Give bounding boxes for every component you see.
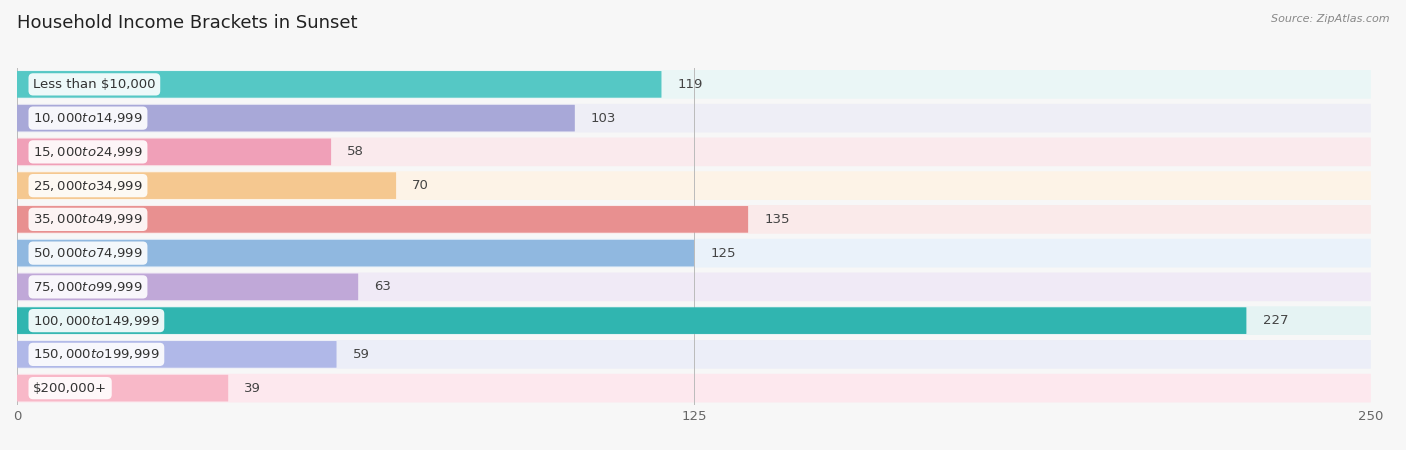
FancyBboxPatch shape (17, 306, 1371, 335)
Text: 63: 63 (374, 280, 391, 293)
Text: $150,000 to $199,999: $150,000 to $199,999 (34, 347, 160, 361)
Text: 59: 59 (353, 348, 370, 361)
FancyBboxPatch shape (17, 273, 1371, 301)
Text: 39: 39 (245, 382, 262, 395)
FancyBboxPatch shape (17, 239, 1371, 267)
FancyBboxPatch shape (17, 374, 1371, 402)
Text: Household Income Brackets in Sunset: Household Income Brackets in Sunset (17, 14, 357, 32)
FancyBboxPatch shape (17, 172, 396, 199)
FancyBboxPatch shape (17, 206, 748, 233)
FancyBboxPatch shape (17, 171, 1371, 200)
Text: $100,000 to $149,999: $100,000 to $149,999 (34, 314, 160, 328)
FancyBboxPatch shape (17, 341, 336, 368)
FancyBboxPatch shape (17, 205, 1371, 234)
FancyBboxPatch shape (17, 240, 695, 266)
Text: 58: 58 (347, 145, 364, 158)
Text: Source: ZipAtlas.com: Source: ZipAtlas.com (1271, 14, 1389, 23)
FancyBboxPatch shape (17, 307, 1246, 334)
FancyBboxPatch shape (17, 71, 661, 98)
Text: 119: 119 (678, 78, 703, 91)
Text: $35,000 to $49,999: $35,000 to $49,999 (34, 212, 143, 226)
Text: Less than $10,000: Less than $10,000 (34, 78, 156, 91)
Text: 135: 135 (765, 213, 790, 226)
FancyBboxPatch shape (17, 139, 330, 165)
FancyBboxPatch shape (17, 340, 1371, 369)
Text: 70: 70 (412, 179, 429, 192)
Text: $25,000 to $34,999: $25,000 to $34,999 (34, 179, 143, 193)
Text: $15,000 to $24,999: $15,000 to $24,999 (34, 145, 143, 159)
Text: 227: 227 (1263, 314, 1288, 327)
Text: 125: 125 (710, 247, 735, 260)
Text: $10,000 to $14,999: $10,000 to $14,999 (34, 111, 143, 125)
FancyBboxPatch shape (17, 70, 1371, 99)
FancyBboxPatch shape (17, 138, 1371, 166)
Text: $75,000 to $99,999: $75,000 to $99,999 (34, 280, 143, 294)
Text: 103: 103 (591, 112, 616, 125)
FancyBboxPatch shape (17, 274, 359, 300)
FancyBboxPatch shape (17, 105, 575, 131)
FancyBboxPatch shape (17, 104, 1371, 132)
Text: $50,000 to $74,999: $50,000 to $74,999 (34, 246, 143, 260)
FancyBboxPatch shape (17, 375, 228, 401)
Text: $200,000+: $200,000+ (34, 382, 107, 395)
